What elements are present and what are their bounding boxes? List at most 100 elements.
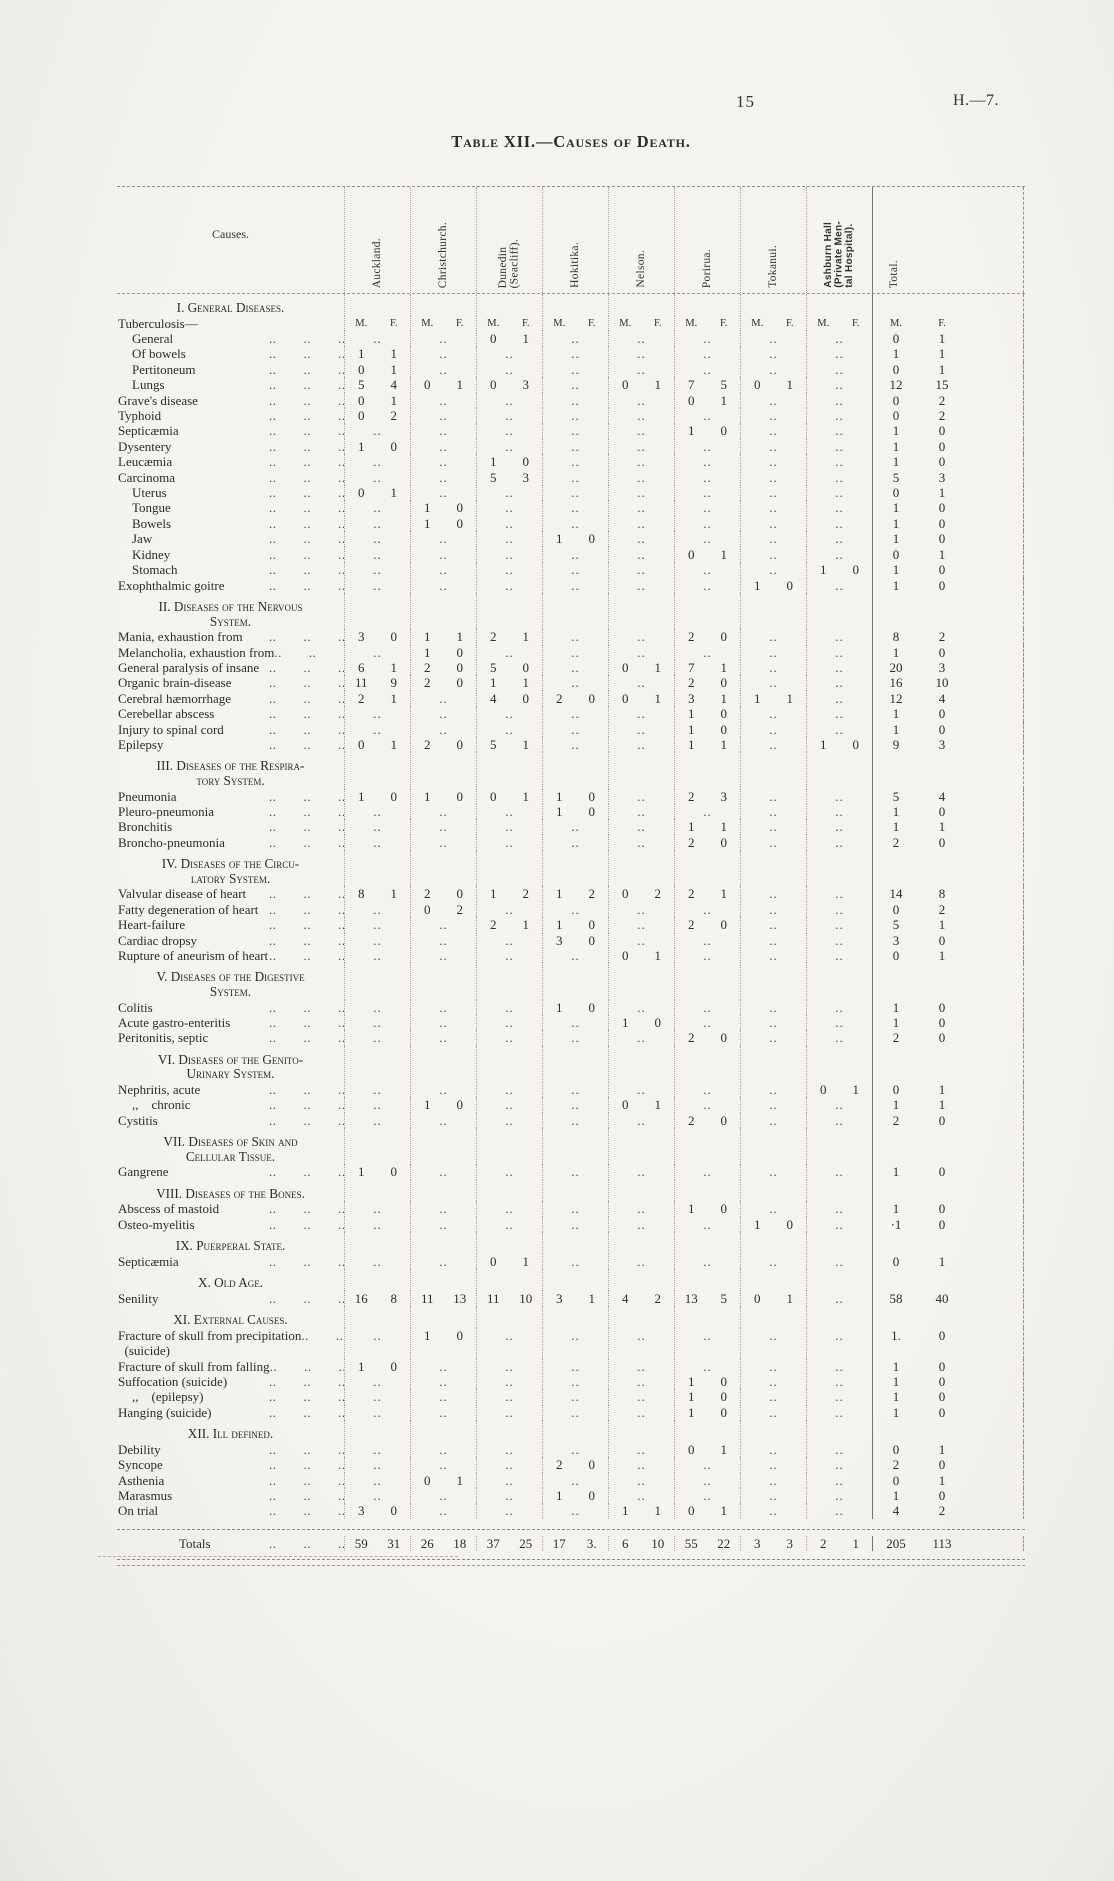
empty-value: ..: [769, 947, 778, 963]
section-spacer-cell: [608, 1420, 674, 1442]
value-cell: ..: [344, 1014, 410, 1031]
value-cell: ..: [740, 706, 806, 722]
empty-value: ..: [769, 736, 778, 752]
section-spacer-cell: [344, 1045, 410, 1082]
value-cell: ..: [542, 901, 608, 918]
empty-value: ..: [703, 932, 712, 948]
male-value: 0: [820, 1081, 827, 1097]
empty-value: ..: [637, 1488, 646, 1504]
empty-value: ..: [835, 819, 844, 835]
value-cell: ..: [344, 1374, 410, 1390]
value-cell: ..: [608, 1201, 674, 1217]
female-value: 0: [938, 1327, 946, 1343]
value-cell: ..: [608, 515, 674, 532]
empty-value: ..: [835, 1112, 844, 1128]
cause-text: Colitis: [118, 999, 153, 1015]
section-spacer-cell: [872, 1232, 1024, 1254]
empty-value: ..: [439, 1253, 448, 1269]
cause-text: Senility: [118, 1290, 159, 1306]
value-cell: ..: [674, 438, 740, 455]
value-cell: ..: [476, 1164, 542, 1180]
empty-value: ..: [637, 546, 646, 562]
value-cell: ..: [740, 361, 806, 378]
empty-value: ..: [703, 947, 712, 963]
cause-text: General: [132, 331, 174, 346]
male-value: 1: [892, 438, 900, 454]
value-cell: ..: [542, 562, 608, 578]
empty-value: ..: [835, 577, 844, 593]
section-spacer-cell: [344, 592, 410, 630]
male-value: 1: [892, 423, 900, 439]
table-row: Of bowels.. .. .. .. .. ..11............…: [117, 346, 1025, 362]
empty-value: ..: [373, 331, 382, 346]
cause-text: General paralysis of insane: [118, 659, 260, 675]
male-value: 1: [358, 1164, 365, 1180]
value-cell: ..: [476, 1472, 542, 1489]
empty-value: ..: [439, 690, 448, 706]
female-value: 0: [938, 1014, 946, 1030]
section-spacer-cell: [806, 1306, 872, 1328]
dot-leader: .. .. .. .. .. ..: [269, 803, 344, 819]
female-value: 0: [938, 834, 946, 850]
value-cell: ..: [344, 1389, 410, 1405]
value-cell: ..: [806, 1201, 872, 1217]
value-cell: 14 8: [872, 886, 1024, 902]
empty-value: ..: [373, 917, 382, 933]
cause-text: ,, chronic: [132, 1097, 191, 1113]
male-value: 1: [556, 803, 563, 819]
empty-value: ..: [769, 901, 778, 917]
male-value: 0: [892, 331, 900, 346]
female-value: 0: [938, 1030, 946, 1046]
female-value: 0: [938, 1164, 946, 1180]
empty-value: ..: [571, 562, 580, 578]
empty-value: ..: [835, 1290, 844, 1306]
table-row: Marasmus.. .. .. .. .. ........10.......…: [117, 1488, 1025, 1504]
value-cell: 1. 0: [872, 1327, 1024, 1359]
value-cell: ..: [608, 469, 674, 486]
value-cell: ..: [608, 1327, 674, 1359]
empty-value: ..: [373, 515, 382, 531]
value-cell: ..: [608, 1164, 674, 1180]
empty-value: ..: [703, 454, 712, 470]
empty-value: ..: [439, 834, 448, 850]
value-cell: ..: [806, 346, 872, 362]
empty-value: ..: [835, 1404, 844, 1420]
section-spacer-cell: [872, 963, 1024, 1000]
female-value: 1: [720, 819, 728, 835]
empty-value: ..: [769, 659, 778, 675]
value-cell: ..: [476, 500, 542, 516]
value-cell: ..: [740, 788, 806, 804]
section-spacer-cell: [608, 1128, 674, 1165]
dot-leader: .. .. .. .. .. ..: [269, 331, 344, 346]
male-value: 1: [754, 1216, 761, 1232]
value-cell: ..: [674, 577, 740, 593]
empty-value: ..: [637, 454, 646, 470]
empty-value: ..: [439, 819, 448, 835]
value-cell: ..: [542, 736, 608, 753]
value-cell: ..: [410, 485, 476, 501]
section-spacer-cell: [806, 1420, 872, 1442]
value-cell: ..: [542, 1014, 608, 1031]
dot-leader: .. .. .. .. .. ..: [269, 361, 344, 377]
empty-value: ..: [769, 423, 778, 439]
cause-text: Fatty degeneration of heart: [118, 901, 259, 917]
empty-value: ..: [571, 438, 580, 454]
dot-leader: .. .. .. .. .. ..: [269, 901, 344, 917]
value-cell: ..: [740, 917, 806, 933]
empty-value: ..: [835, 1014, 844, 1030]
female-value: 2: [654, 886, 662, 902]
section-spacer-cell: [476, 1128, 542, 1165]
male-value: 0: [358, 485, 365, 501]
empty-value: ..: [505, 346, 514, 362]
column-header: Tokanui.: [740, 187, 806, 293]
